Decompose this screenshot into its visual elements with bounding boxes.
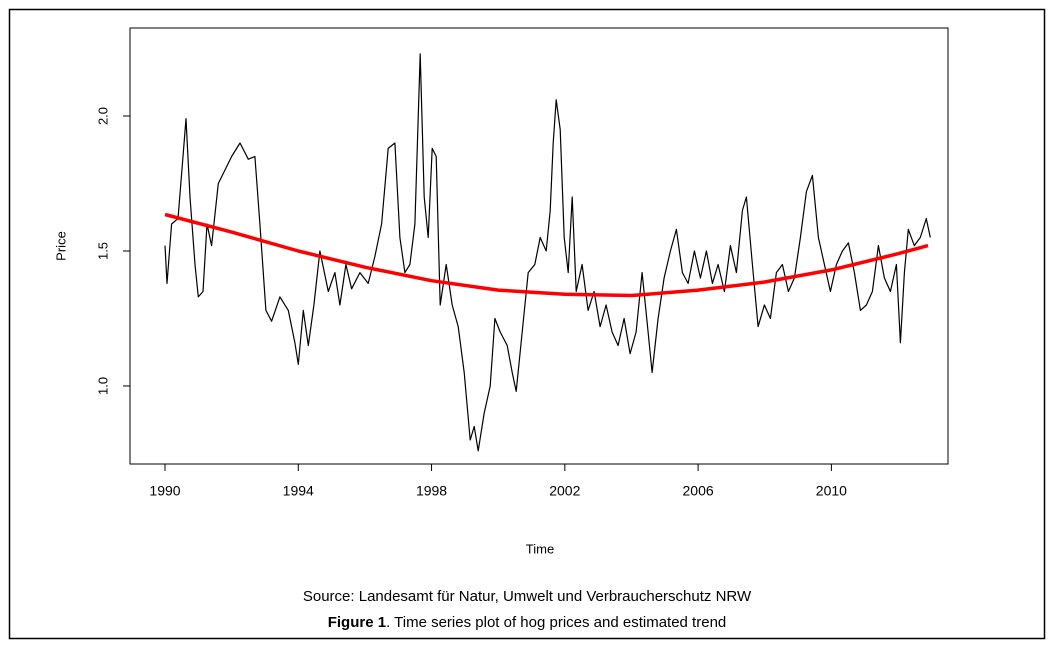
figure-label: Figure 1 <box>328 614 386 631</box>
caption: Figure 1. Time series plot of hog prices… <box>328 614 727 631</box>
frame <box>8 8 1046 640</box>
plot-box <box>129 27 949 465</box>
y-axis-label: Price <box>53 231 68 261</box>
series-line <box>164 212 929 298</box>
caption-text: . Time series plot of hog prices and est… <box>386 614 726 631</box>
x-tick-label: 1998 <box>416 483 447 499</box>
x-axis-label: Time <box>526 541 554 556</box>
x-tick-label: 2002 <box>549 483 580 499</box>
x-tick-label: 1990 <box>149 483 180 499</box>
series-line <box>164 53 931 452</box>
y-tick-label: 1.0 <box>95 377 110 395</box>
x-tick-label: 1994 <box>283 483 314 499</box>
x-tick-label: 2010 <box>816 483 847 499</box>
source-note: Source: Landesamt für Natur, Umwelt und … <box>303 588 752 605</box>
y-tick-label: 2.0 <box>95 107 110 125</box>
x-tick-label: 2006 <box>683 483 714 499</box>
y-tick-label: 1.5 <box>95 242 110 260</box>
